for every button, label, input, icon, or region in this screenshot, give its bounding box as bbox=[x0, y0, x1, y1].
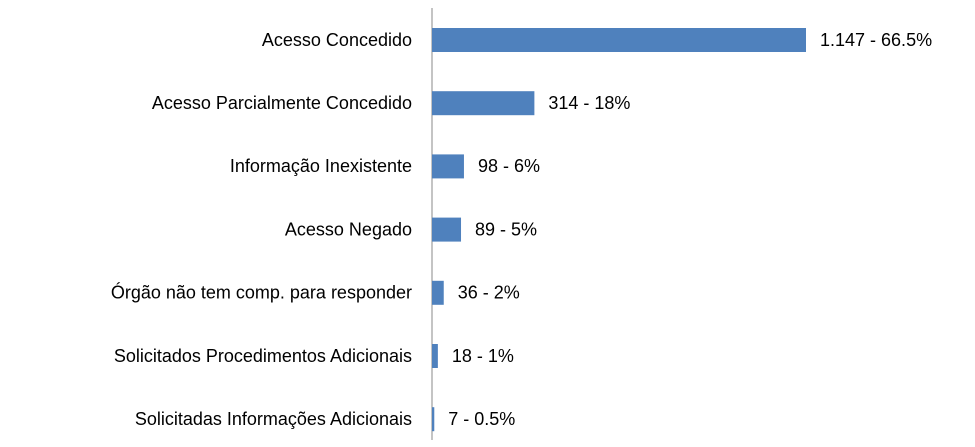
bar bbox=[432, 91, 535, 116]
value-label: 89 - 5% bbox=[475, 219, 537, 239]
value-label: 314 - 18% bbox=[548, 93, 630, 113]
bar bbox=[432, 280, 444, 305]
bar bbox=[432, 28, 806, 52]
value-label: 18 - 1% bbox=[452, 346, 514, 366]
value-label: 98 - 6% bbox=[478, 156, 540, 176]
category-label: Acesso Negado bbox=[285, 219, 412, 239]
bar bbox=[432, 344, 438, 368]
bar bbox=[432, 154, 464, 179]
category-label: Solicitadas Informações Adicionais bbox=[135, 409, 412, 429]
value-label: 7 - 0.5% bbox=[448, 409, 515, 429]
bar bbox=[432, 407, 435, 432]
category-label: Acesso Parcialmente Concedido bbox=[152, 93, 412, 113]
category-label: Solicitados Procedimentos Adicionais bbox=[114, 346, 412, 366]
category-label: Órgão não tem comp. para responder bbox=[111, 282, 412, 303]
value-label: 36 - 2% bbox=[458, 283, 520, 303]
bar bbox=[432, 217, 462, 242]
value-label: 1.147 - 66.5% bbox=[820, 30, 932, 50]
category-label: Acesso Concedido bbox=[262, 30, 412, 50]
category-label: Informação Inexistente bbox=[230, 156, 412, 176]
